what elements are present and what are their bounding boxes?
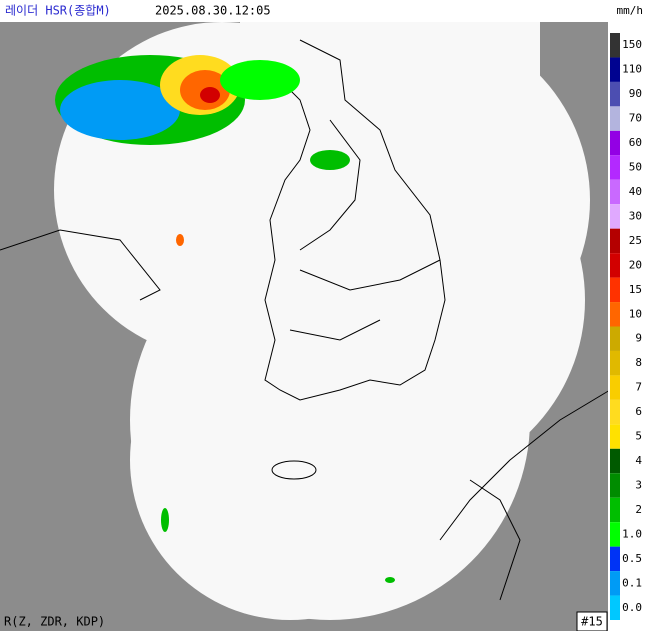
legend-swatch [610,277,620,303]
legend-swatch [610,350,620,376]
legend-label: 150 [622,38,642,51]
legend-label: 5 [635,430,642,443]
legend-swatch [610,179,620,205]
legend-swatch [610,33,620,58]
title: 레이더 HSR(종합M) [5,4,111,18]
legend-swatch [610,497,620,523]
legend-label: 110 [622,63,642,76]
legend-swatch [610,375,620,400]
legend-label: 2 [635,503,642,516]
legend-swatch [610,130,620,156]
method: R(Z, ZDR, KDP) [4,615,105,629]
legend-label: 1.0 [622,527,642,540]
rain-echo [55,55,395,583]
legend-label: 8 [635,356,642,369]
site: #15 [581,615,603,629]
unit: mm/h [617,4,644,17]
legend-swatch [610,228,620,254]
legend-label: 0.1 [622,576,642,589]
legend-swatch [610,571,620,596]
legend-label: 40 [629,185,642,198]
legend-label: 3 [635,478,642,491]
legend-label: 9 [635,332,642,345]
legend-label: 90 [629,87,642,100]
legend-label: 0.0 [622,601,642,614]
legend-label: 10 [629,307,642,320]
legend-label: 0.5 [622,552,642,565]
legend-swatch [610,522,620,547]
legend-swatch [610,448,620,474]
timestamp: 2025.08.30.12:05 [155,4,271,18]
legend-label: 30 [629,209,642,222]
legend-swatch [610,253,620,278]
legend-label: 60 [629,136,642,149]
legend-swatch [610,81,620,107]
legend-swatch [610,595,620,620]
legend-label: 4 [635,454,642,467]
legend-swatch [610,326,620,351]
legend-swatch [610,424,620,449]
radar-coverage [54,18,590,620]
legend-swatch [610,546,620,572]
legend: 150 110 90 70 60 50 40 30 25 20 15 10 9 8 7 6 5 4 3 2 1.0 0.5… [608,22,646,631]
legend-label: 50 [629,161,642,174]
legend-swatch [610,473,620,498]
legend-label: 25 [629,234,642,247]
legend-swatch [610,106,620,131]
legend-swatch [610,57,620,82]
legend-label: 15 [629,283,642,296]
legend-label: 20 [629,258,642,271]
legend-swatch [610,204,620,229]
coastline [0,39,611,601]
legend-swatch [610,399,620,425]
legend-label: 6 [635,405,642,418]
legend-label: 7 [635,381,642,394]
header-bar [0,0,646,22]
legend-swatch [610,302,620,327]
legend-label: 70 [629,112,642,125]
legend-swatch [610,155,620,180]
